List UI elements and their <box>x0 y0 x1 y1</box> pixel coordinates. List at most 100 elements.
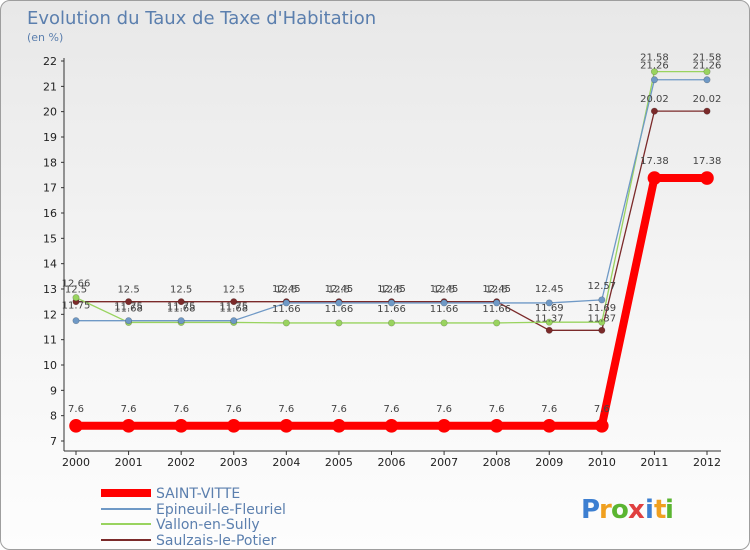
data-label: 11.37 <box>588 313 617 324</box>
legend-item: Epineuil-le-Fleuriel <box>101 502 286 518</box>
legend-item: SAINT-VITTE <box>101 486 240 502</box>
data-point <box>700 171 714 185</box>
x-tick-label: 2003 <box>220 456 248 469</box>
legend-label: SAINT-VITTE <box>156 486 240 502</box>
proxiti-logo: Pr o x i ti <box>581 495 674 525</box>
data-label: 12.45 <box>325 284 354 295</box>
logo-letter: t <box>654 495 666 525</box>
data-label: 11.37 <box>535 313 564 324</box>
data-label: 11.75 <box>114 302 143 313</box>
x-tick-label: 2005 <box>325 456 353 469</box>
chart-subtitle: (en %) <box>27 31 63 44</box>
data-label: 7.6 <box>68 404 84 415</box>
data-point <box>69 418 83 433</box>
data-label: 11.68 <box>167 303 196 314</box>
legend: SAINT-VITTEEpineuil-le-FleurielVallon-en… <box>101 486 286 549</box>
y-tick-label: 22 <box>43 55 57 68</box>
logo-letter: i <box>665 495 674 525</box>
legend-label: Saulzais-le-Potier <box>156 533 276 549</box>
legend-label: Epineuil-le-Fleuriel <box>156 502 286 518</box>
data-label: 7.6 <box>489 404 505 415</box>
data-label: 12.5 <box>433 285 455 296</box>
data-label: 7.6 <box>226 404 242 415</box>
y-tick-label: 21 <box>43 80 57 93</box>
data-label: 20.02 <box>640 94 669 105</box>
logo-letter: x <box>628 495 645 525</box>
data-label: 12.45 <box>535 284 564 295</box>
data-label: 11.75 <box>167 302 196 313</box>
data-label: 11.66 <box>325 304 354 315</box>
y-tick-label: 14 <box>43 258 57 271</box>
logo-letter: P <box>581 495 600 525</box>
data-label: 11.68 <box>219 303 248 314</box>
data-label: 7.6 <box>121 404 137 415</box>
data-point <box>440 319 448 327</box>
data-label: 12.57 <box>588 281 617 292</box>
data-label: 11.69 <box>588 303 617 314</box>
data-point <box>595 418 609 433</box>
data-label: 7.6 <box>278 404 294 415</box>
data-point <box>437 418 451 433</box>
chart-title: Evolution du Taux de Taxe d'Habitation <box>27 8 376 29</box>
x-tick-label: 2001 <box>115 456 143 469</box>
data-label: 11.68 <box>114 303 143 314</box>
y-tick-label: 9 <box>50 384 57 397</box>
data-point <box>650 68 658 76</box>
data-point <box>384 418 399 433</box>
data-point <box>650 76 658 84</box>
y-tick-label: 18 <box>43 156 57 169</box>
data-point <box>387 319 395 327</box>
x-tick-label: 2010 <box>588 456 616 469</box>
data-label: 12.5 <box>223 285 245 296</box>
legend-swatch <box>101 489 151 497</box>
y-tick-label: 10 <box>43 359 57 372</box>
data-point <box>230 298 238 306</box>
x-tick-label: 2012 <box>693 456 721 469</box>
data-point <box>230 317 238 325</box>
series-Epineuil-le-Fleuriel <box>72 76 711 325</box>
y-tick-label: 7 <box>50 435 57 448</box>
data-point <box>72 317 80 325</box>
data-point <box>545 299 553 307</box>
data-point <box>226 418 241 433</box>
data-label: 11.75 <box>219 302 248 313</box>
data-point <box>174 418 188 433</box>
data-label: 7.6 <box>436 404 452 415</box>
data-label: 17.38 <box>640 156 669 167</box>
x-tick-label: 2000 <box>62 456 90 469</box>
data-label: 12.5 <box>117 285 139 296</box>
data-label: 12.5 <box>328 285 350 296</box>
y-tick-label: 8 <box>50 410 57 423</box>
data-point <box>387 299 395 307</box>
x-tick-label: 2007 <box>430 456 458 469</box>
data-point <box>598 318 606 326</box>
logo-letter: r <box>599 495 612 525</box>
data-point <box>279 418 294 433</box>
data-point <box>647 171 662 185</box>
data-label: 11.66 <box>377 304 406 315</box>
data-label: 7.6 <box>594 404 610 415</box>
data-labels: 12.5 12.5 12.5 12.5 12.5 12.5 12.5 12.5 12.5 11.3… <box>62 53 722 415</box>
data-label: 12.5 <box>380 285 402 296</box>
data-label: 7.6 <box>541 404 557 415</box>
x-tick-label: 2008 <box>483 456 511 469</box>
data-label: 11.69 <box>535 303 564 314</box>
axes: 7 8 9 10 11 12 13 14 15 16 17 18 19 20 21 22 2000 2001 200… <box>43 55 721 469</box>
legend-item: Saulzais-le-Potier <box>101 533 276 549</box>
data-label: 17.38 <box>693 156 722 167</box>
data-point <box>335 319 343 327</box>
data-label: 11.66 <box>272 304 301 315</box>
x-tick-label: 2004 <box>272 456 300 469</box>
data-label: 21.26 <box>640 61 669 72</box>
data-point <box>282 299 290 307</box>
x-tick-label: 2009 <box>535 456 563 469</box>
data-label: 11.75 <box>62 301 91 312</box>
series-line <box>76 110 707 331</box>
data-label: 11.66 <box>430 304 459 315</box>
data-label: 21.26 <box>693 61 722 72</box>
data-label: 12.5 <box>486 285 508 296</box>
data-label: 20.02 <box>693 94 722 105</box>
legend-label: Vallon-en-Sully <box>156 517 260 533</box>
